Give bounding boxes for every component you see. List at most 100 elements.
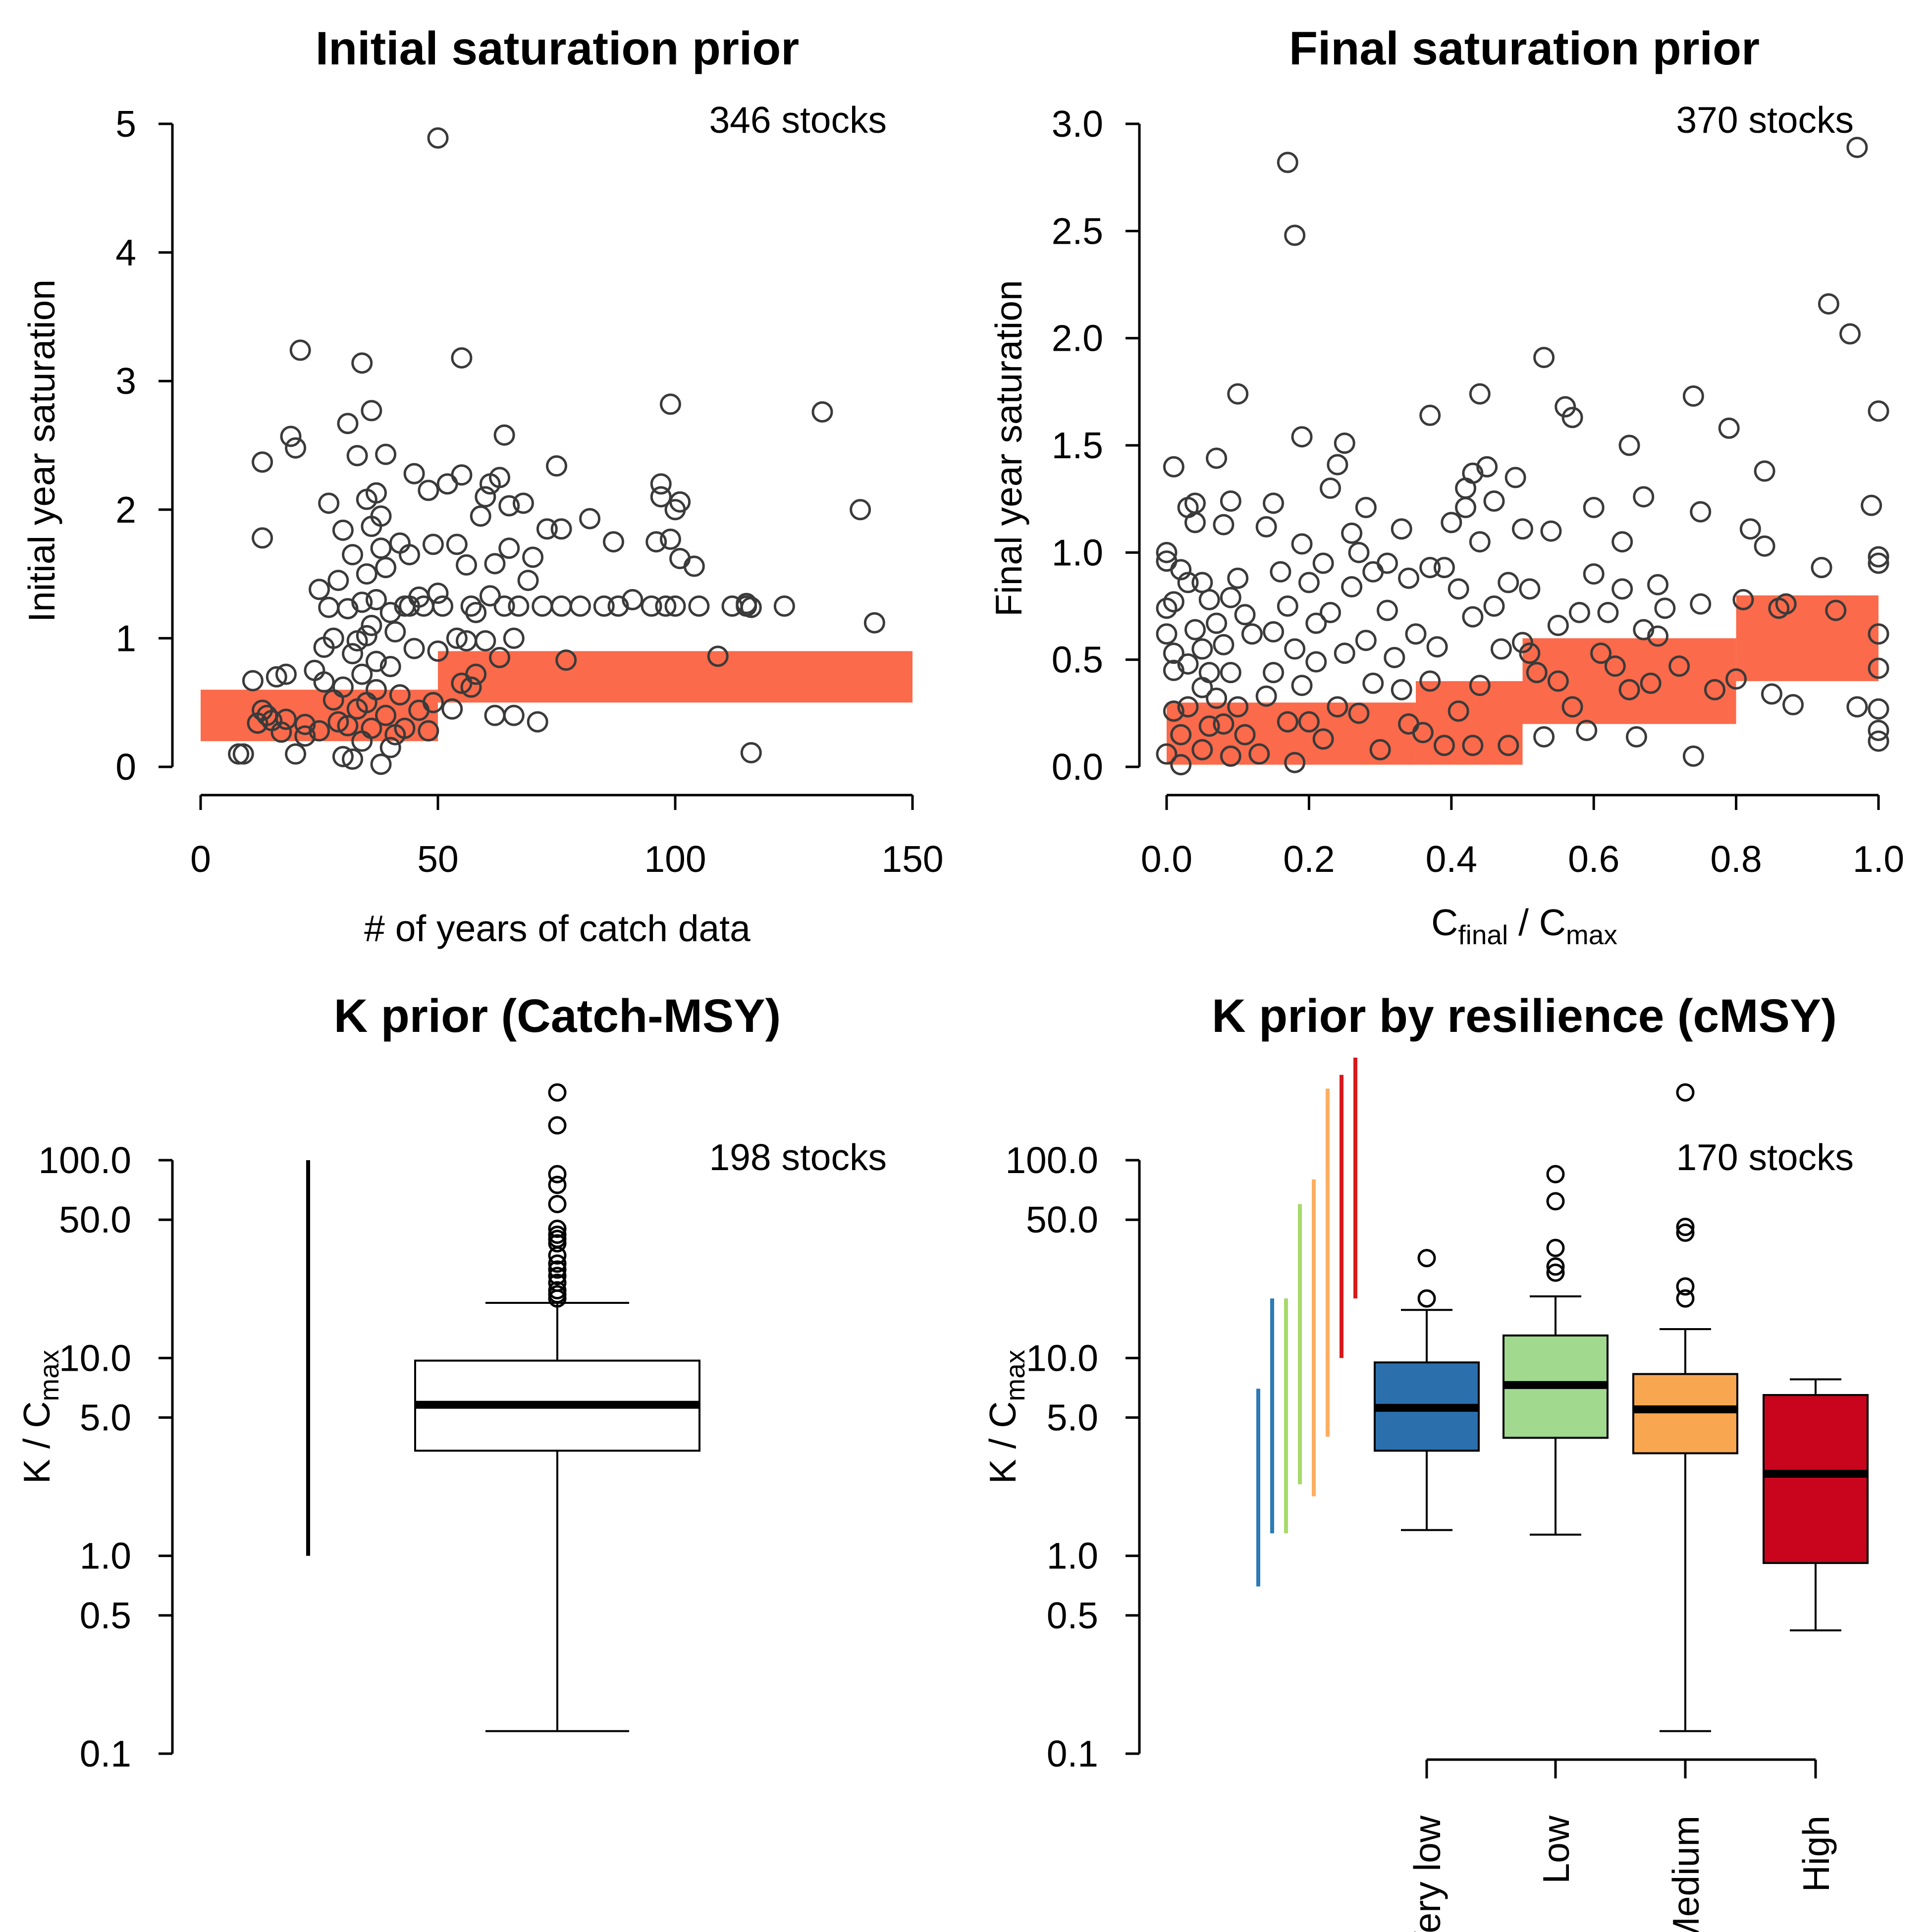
scatter-point	[455, 554, 477, 576]
scatter-point	[1690, 501, 1712, 523]
y-tick-label: 5.0	[80, 1397, 131, 1439]
scatter-point	[1519, 643, 1541, 664]
scatter-point	[460, 676, 482, 698]
x-tick-label: High	[1795, 1816, 1837, 1892]
outlier-point	[548, 1116, 567, 1135]
scatter-point	[1611, 578, 1633, 600]
scatter-point	[498, 537, 520, 559]
scatter-point	[1277, 595, 1298, 617]
scatter-point	[527, 711, 548, 733]
scatter-point	[1597, 601, 1619, 623]
scatter-point	[1206, 612, 1228, 634]
scatter-point	[550, 518, 572, 540]
scatter-point	[1384, 646, 1405, 668]
scatter-point	[1320, 478, 1342, 499]
scatter-point	[1227, 567, 1249, 589]
outlier-point	[1546, 1192, 1565, 1211]
scatter-point	[1611, 531, 1633, 553]
scatter-point	[427, 640, 449, 662]
scatter-point	[1320, 601, 1342, 623]
scatter-point	[1462, 462, 1484, 484]
scatter-point	[1490, 638, 1512, 660]
scatter-point	[1469, 675, 1491, 697]
scatter-point	[337, 598, 359, 620]
outlier-point	[1417, 1249, 1436, 1268]
scatter-point	[773, 595, 795, 617]
scatter-point	[1191, 739, 1213, 760]
y-tick-label: 5	[115, 103, 136, 145]
scatter-point	[1583, 496, 1605, 518]
scatter-point	[351, 663, 373, 685]
scatter-point	[1654, 597, 1676, 619]
scatter-point	[1177, 696, 1199, 718]
y-tick-label: 2.5	[1052, 210, 1103, 252]
scatter-point	[1305, 651, 1327, 673]
outlier-point	[1676, 1223, 1695, 1242]
y-tick-label: 3.0	[1052, 103, 1103, 145]
scatter-point	[356, 625, 377, 646]
scatter-point	[1170, 754, 1192, 776]
scatter-point	[1398, 567, 1420, 589]
x-tick-label: 0.6	[1568, 838, 1619, 880]
scatter-point	[1312, 552, 1334, 574]
scatter-point	[1682, 385, 1704, 407]
scatter-point	[655, 595, 677, 617]
y-tick-label: 100.0	[38, 1139, 131, 1181]
scatter-point	[1583, 563, 1605, 585]
y-tick-label: 0.5	[1052, 639, 1103, 681]
scatter-point	[375, 557, 397, 579]
scatter-point	[475, 630, 496, 652]
scatter-point	[1618, 679, 1640, 700]
panel4-title: K prior by resilience (cMSY)	[1212, 990, 1837, 1042]
panel-k-prior-catch-msy: K prior (Catch-MSY) 198 stocks K / Cmax …	[16, 990, 887, 1774]
x-tick-label: Very low	[1406, 1815, 1448, 1932]
scatter-point	[1547, 614, 1569, 636]
x-tick-label: Medium	[1665, 1816, 1707, 1932]
y-tick-label: 0.5	[1047, 1595, 1098, 1636]
panel2-title: Final saturation prior	[1289, 22, 1760, 75]
scatter-point	[1811, 557, 1832, 579]
scatter-point	[346, 445, 368, 467]
scatter-point	[1263, 662, 1285, 684]
outlier-point	[1546, 1238, 1565, 1257]
panel2-points	[1156, 137, 1889, 776]
outlier-point	[548, 1165, 567, 1183]
y-tick-label: 10.0	[1026, 1337, 1098, 1379]
x-tick-label: Low	[1535, 1815, 1577, 1883]
scatter-point	[707, 645, 729, 667]
scatter-point	[361, 400, 382, 422]
scatter-point	[536, 518, 558, 540]
scatter-point	[683, 555, 705, 577]
scatter-point	[1355, 496, 1377, 518]
scatter-point	[403, 638, 425, 659]
scatter-point	[470, 505, 491, 527]
scatter-point	[436, 473, 458, 495]
scatter-point	[1512, 632, 1533, 653]
scatter-point	[361, 717, 382, 739]
scatter-point	[1419, 404, 1441, 426]
scatter-point	[365, 650, 387, 672]
scatter-point	[275, 708, 297, 730]
panel2-axes: 0.0 0.5 1.0 1.5 2.0 2.5 3.0 0.0 0.2 0.4 0.6 0.8 1.0	[1052, 103, 1904, 880]
scatter-point	[1284, 224, 1306, 246]
scatter-point	[1590, 643, 1612, 664]
scatter-point	[1263, 621, 1285, 643]
scatter-point	[1476, 456, 1498, 478]
scatter-point	[1341, 522, 1363, 544]
scatter-point	[313, 671, 335, 693]
x-tick-label: 0.8	[1710, 838, 1762, 880]
scatter-point	[1170, 559, 1192, 581]
scatter-point	[1448, 700, 1469, 722]
scatter-point	[1163, 659, 1184, 681]
scatter-point	[1739, 518, 1761, 540]
panel4-prior-ranges	[1256, 1057, 1357, 1587]
scatter-point	[1327, 454, 1348, 476]
scatter-point	[1732, 589, 1754, 611]
panel2-y-axis-label: Final year saturation	[988, 280, 1029, 617]
scatter-point	[1618, 434, 1640, 456]
scatter-point	[550, 595, 572, 617]
scatter-point	[593, 595, 615, 617]
scatter-point	[569, 595, 591, 617]
scatter-point	[1334, 432, 1355, 454]
